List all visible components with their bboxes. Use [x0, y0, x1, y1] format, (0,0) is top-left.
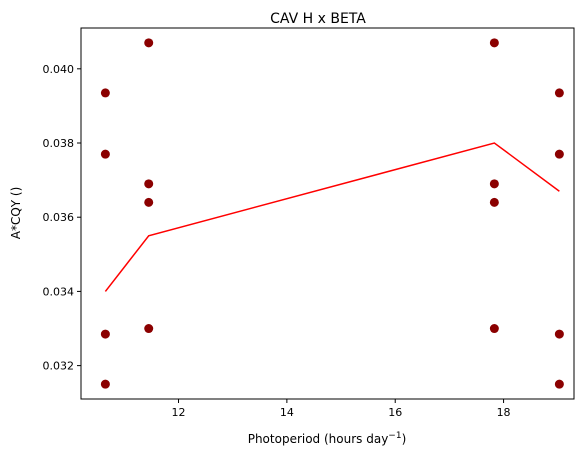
y-tick-label: 0.032 [43, 360, 75, 373]
x-tick-label: 18 [497, 406, 511, 419]
y-tick-label: 0.038 [43, 137, 75, 150]
data-point [100, 149, 110, 159]
data-point [144, 179, 154, 189]
data-point [554, 88, 564, 98]
data-point [144, 197, 154, 207]
data-points [100, 38, 564, 389]
x-tick-label: 14 [280, 406, 294, 419]
data-point [100, 379, 110, 389]
x-axis-label: Photoperiod (hours day−1) [248, 431, 407, 446]
y-tick-label: 0.034 [43, 285, 75, 298]
data-point [100, 88, 110, 98]
data-point [554, 379, 564, 389]
x-axis-ticks: 12 14 16 18 [172, 399, 511, 419]
y-axis-label: A*CQY () [9, 187, 23, 240]
chart-title: CAV H x BETA [270, 11, 366, 27]
data-point [554, 329, 564, 339]
y-tick-label: 0.036 [43, 211, 75, 224]
data-point [144, 38, 154, 48]
x-tick-label: 12 [172, 406, 186, 419]
data-point [489, 179, 499, 189]
plot-area [80, 27, 575, 400]
data-point [554, 149, 564, 159]
series-line [104, 142, 560, 292]
data-point [144, 324, 154, 334]
y-tick-label: 0.040 [43, 63, 75, 76]
x-tick-label: 16 [388, 406, 402, 419]
data-point [489, 324, 499, 334]
y-axis-ticks: 0.032 0.034 0.036 0.038 0.040 [43, 63, 81, 373]
data-point [489, 38, 499, 48]
data-point [100, 329, 110, 339]
data-point [489, 197, 499, 207]
series-lines [104, 142, 560, 292]
